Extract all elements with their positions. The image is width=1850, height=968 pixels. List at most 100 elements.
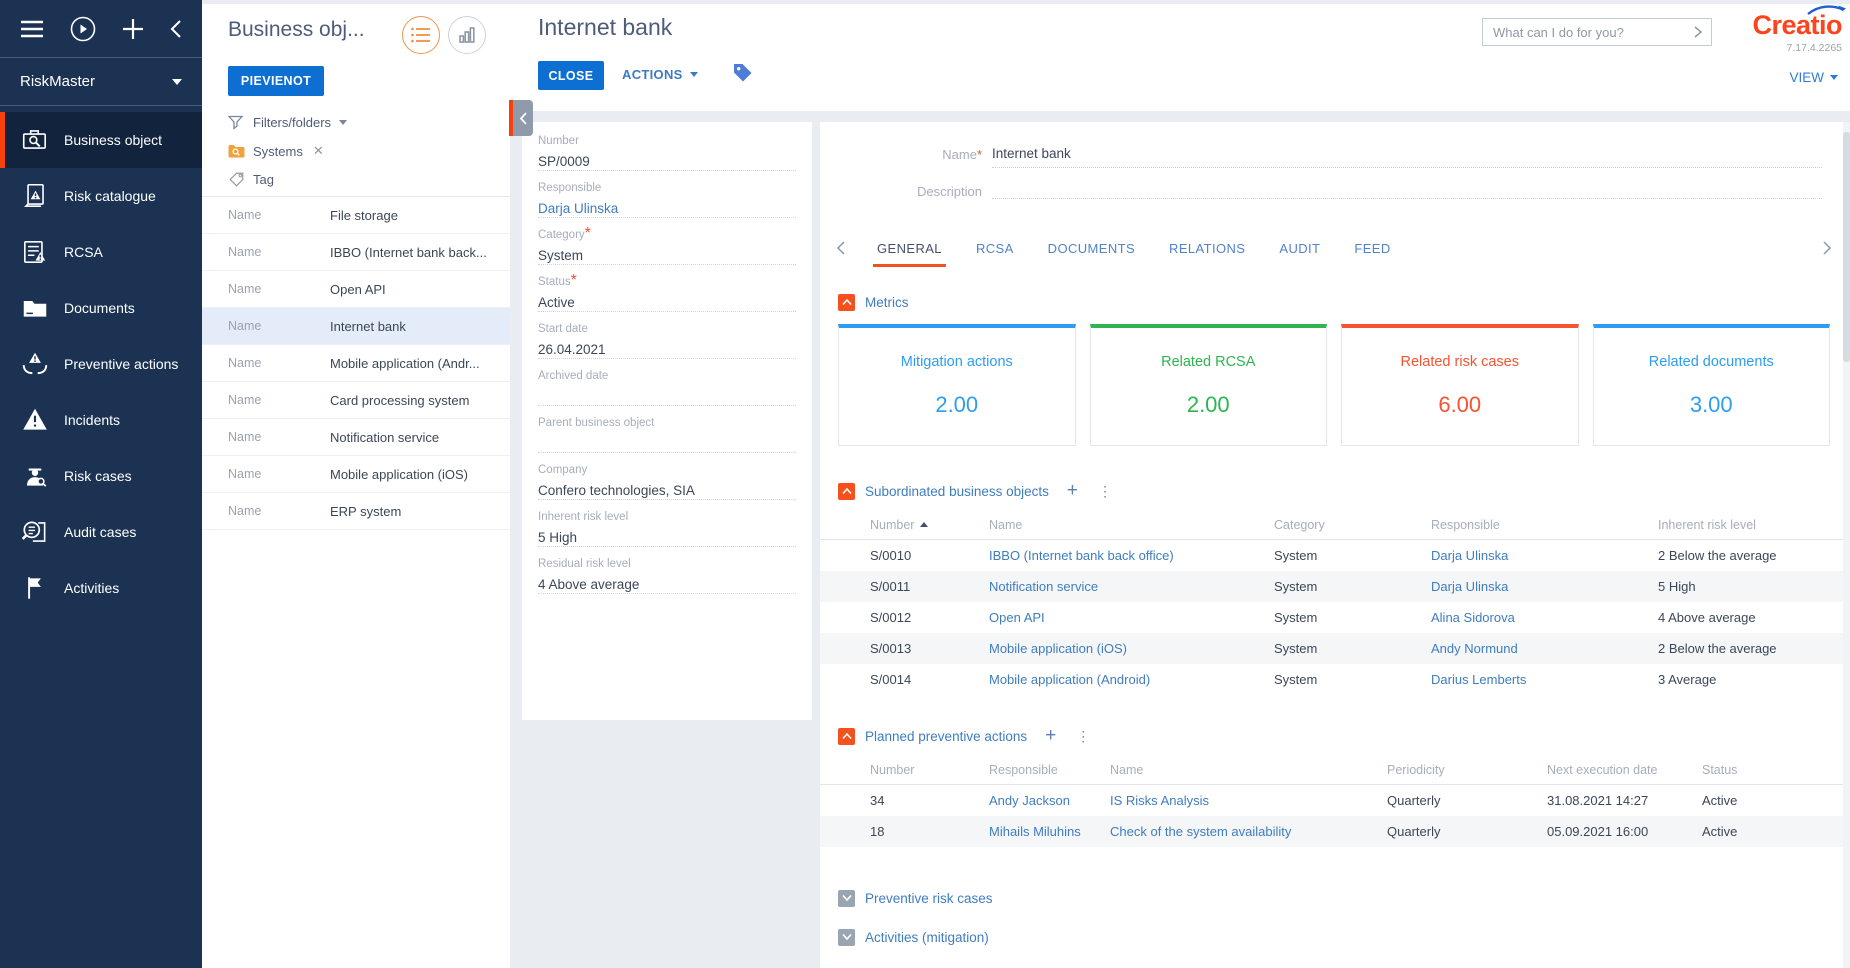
add-row-icon[interactable]: + xyxy=(1066,480,1078,501)
active-folder-chip[interactable]: Systems ✕ xyxy=(228,143,324,159)
more-actions-icon[interactable]: ⋮ xyxy=(1097,482,1112,499)
list-item[interactable]: Name Notification service xyxy=(202,419,510,456)
table-row[interactable]: 18 Mihails Miluhins Check of the system av… xyxy=(820,816,1850,847)
cell-link[interactable]: Open API xyxy=(989,610,1045,625)
column-header[interactable]: Number xyxy=(870,518,989,532)
close-button[interactable]: CLOSE xyxy=(538,61,604,90)
column-header[interactable]: Name xyxy=(1110,762,1144,777)
metric-card[interactable]: Related risk cases 6.00 xyxy=(1341,324,1579,446)
field-value[interactable]: SP/0009 xyxy=(538,154,590,169)
view-menu[interactable]: VIEW xyxy=(1789,70,1838,85)
list-item[interactable]: Name Mobile application (Andr... xyxy=(202,345,510,382)
global-search[interactable] xyxy=(1482,18,1712,46)
detail-field[interactable]: Residual risk level* 4 Above average xyxy=(538,547,796,594)
tabs-scroll-left-icon[interactable] xyxy=(836,241,845,255)
metric-card[interactable]: Related documents 3.00 xyxy=(1592,324,1830,446)
detail-field[interactable]: Number* SP/0009 xyxy=(538,124,796,171)
cell-link[interactable]: IBBO (Internet bank back office) xyxy=(989,548,1174,563)
section-title-activities-mitigation[interactable]: Activities (mitigation) xyxy=(865,929,989,945)
cell-link[interactable]: Mobile application (Android) xyxy=(989,672,1151,687)
cell-link[interactable]: Notification service xyxy=(989,579,1099,594)
field-value[interactable] xyxy=(538,389,796,405)
name-input[interactable]: Internet bank xyxy=(992,144,1822,168)
metric-card[interactable]: Mitigation actions 2.00 xyxy=(838,324,1076,446)
list-view-button[interactable] xyxy=(402,16,440,54)
search-input[interactable] xyxy=(1491,23,1693,41)
collapse-section-icon[interactable] xyxy=(838,727,855,745)
collapse-section-icon[interactable] xyxy=(838,293,855,311)
field-value[interactable]: System xyxy=(538,248,584,263)
section-title-preventive-risk-cases[interactable]: Preventive risk cases xyxy=(865,890,993,906)
column-header[interactable]: Category xyxy=(1274,517,1325,532)
tab-audit[interactable]: AUDIT xyxy=(1279,240,1321,256)
collapse-sidebar-icon[interactable] xyxy=(170,19,182,39)
detail-field[interactable]: Category* System xyxy=(538,218,796,265)
sidebar-item-business-object[interactable]: Business object xyxy=(0,112,202,168)
field-value[interactable] xyxy=(538,436,796,452)
cell-link[interactable]: Darja Ulinska xyxy=(1431,548,1509,563)
column-header[interactable]: Next execution date xyxy=(1547,762,1658,777)
add-icon[interactable] xyxy=(122,18,144,40)
field-value[interactable]: 5 High xyxy=(538,530,578,545)
expand-section-icon[interactable] xyxy=(838,928,855,946)
list-item[interactable]: Name Mobile application (iOS) xyxy=(202,456,510,493)
detail-field[interactable]: Parent business object* xyxy=(538,406,796,453)
column-header[interactable]: Name xyxy=(989,517,1023,532)
tab-feed[interactable]: FEED xyxy=(1354,240,1391,256)
field-value[interactable]: Active xyxy=(538,295,575,310)
table-row[interactable]: S/0011 Notification service System Darja Ul… xyxy=(820,571,1850,602)
list-item[interactable]: Name Open API xyxy=(202,271,510,308)
sidebar-item-preventive-actions[interactable]: Preventive actions xyxy=(0,336,202,392)
section-title-metrics[interactable]: Metrics xyxy=(865,294,909,310)
cell-link[interactable]: Check of the system availability xyxy=(1110,824,1292,839)
sidebar-item-activities[interactable]: Activities xyxy=(0,560,202,616)
field-value[interactable]: 26.04.2021 xyxy=(538,342,606,357)
sidebar-item-rcsa[interactable]: RCSA xyxy=(0,224,202,280)
sidebar-item-risk-catalogue[interactable]: Risk catalogue xyxy=(0,168,202,224)
description-input[interactable] xyxy=(992,181,1822,199)
tab-documents[interactable]: DOCUMENTS xyxy=(1047,240,1136,256)
more-actions-icon[interactable]: ⋮ xyxy=(1076,727,1091,744)
table-row[interactable]: S/0013 Mobile application (iOS) System Andy… xyxy=(820,633,1850,664)
cell-link[interactable]: Darius Lemberts xyxy=(1431,672,1527,687)
tab-relations[interactable]: RELATIONS xyxy=(1169,240,1246,256)
list-item[interactable]: Name ERP system xyxy=(202,493,510,530)
cell-link[interactable]: Andy Jackson xyxy=(989,793,1070,808)
chart-view-button[interactable] xyxy=(448,16,486,54)
remove-folder-filter-icon[interactable]: ✕ xyxy=(312,143,324,158)
detail-field[interactable]: Company* Confero technologies, SIA xyxy=(538,453,796,500)
cell-link[interactable]: Mihails Miluhins xyxy=(989,824,1081,839)
tab-general[interactable]: GENERAL xyxy=(873,232,946,267)
sidebar-item-audit-cases[interactable]: Audit cases xyxy=(0,504,202,560)
list-item[interactable]: Name File storage xyxy=(202,197,510,234)
detail-field[interactable]: Responsible* Darja Ulinska xyxy=(538,171,796,218)
detail-field[interactable]: Start date* 26.04.2021 xyxy=(538,312,796,359)
section-title-subordinated[interactable]: Subordinated business objects xyxy=(865,483,1049,499)
cell-link[interactable]: Mobile application (iOS) xyxy=(989,641,1128,656)
collapse-detail-panel-tab[interactable] xyxy=(509,100,533,136)
sidebar-item-risk-cases[interactable]: Risk cases xyxy=(0,448,202,504)
detail-field[interactable]: Inherent risk level* 5 High xyxy=(538,500,796,547)
column-header[interactable]: Responsible xyxy=(1431,517,1500,532)
detail-field[interactable]: Archived date* xyxy=(538,359,796,406)
cell-link[interactable]: IS Risks Analysis xyxy=(1110,793,1209,808)
sidebar-item-incidents[interactable]: Incidents xyxy=(0,392,202,448)
table-row[interactable]: S/0010 IBBO (Internet bank back office) Sy… xyxy=(820,540,1850,571)
column-header[interactable]: Number xyxy=(870,762,915,777)
tabs-scroll-right-icon[interactable] xyxy=(1823,241,1832,255)
add-record-button[interactable]: PIEVIENOT xyxy=(228,66,324,96)
actions-menu[interactable]: ACTIONS xyxy=(622,67,698,82)
field-value[interactable]: Confero technologies, SIA xyxy=(538,483,695,498)
workplace-selector[interactable]: RiskMaster xyxy=(0,58,202,106)
column-header[interactable]: Responsible xyxy=(989,762,1058,777)
tag-filter[interactable]: Tag xyxy=(228,171,274,188)
table-row[interactable]: 34 Andy Jackson IS Risks Analysis Quarterly… xyxy=(820,785,1850,816)
tab-rcsa[interactable]: RCSA xyxy=(975,240,1014,256)
cell-link[interactable]: Andy Normund xyxy=(1431,641,1518,656)
cell-link[interactable]: Darja Ulinska xyxy=(1431,579,1509,594)
list-item[interactable]: Name Internet bank xyxy=(202,308,510,345)
detail-field[interactable]: Status* Active xyxy=(538,265,796,312)
scrollbar[interactable] xyxy=(1843,122,1850,968)
metric-card[interactable]: Related RCSA 2.00 xyxy=(1089,324,1327,446)
table-row[interactable]: S/0012 Open API System Alina Sidorova 4 Abov… xyxy=(820,602,1850,633)
